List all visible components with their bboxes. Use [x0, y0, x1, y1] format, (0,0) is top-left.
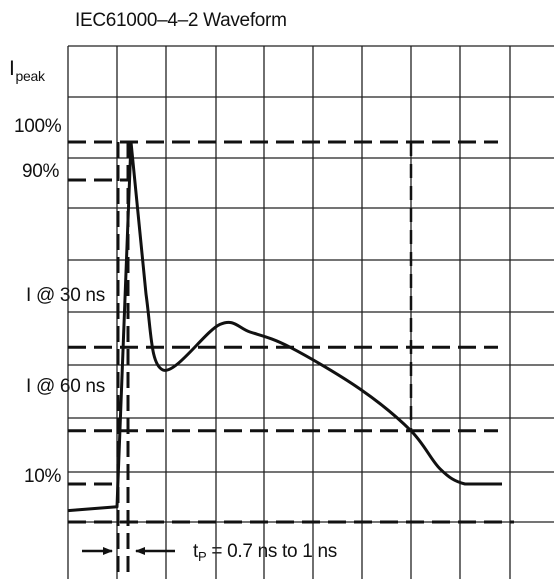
y-tick-label: 10% [24, 466, 62, 487]
y-axis-label: Ipeak [9, 57, 45, 84]
y-tick-label: 90% [22, 161, 60, 182]
y-tick-label: 100% [14, 116, 62, 137]
waveform-line [67, 140, 502, 513]
waveform-series [67, 140, 503, 513]
rise-time-prefix: t [193, 541, 198, 562]
y-axis-label-subscript: peak [15, 68, 45, 84]
y-axis-label-base: I [9, 57, 15, 80]
y-tick-label: I @ 60 ns [26, 376, 105, 397]
rise-time-suffix: = 0.7 ns to 1 ns [206, 541, 337, 562]
rise-time-annotation: tP = 0.7 ns to 1 ns [193, 541, 337, 564]
y-tick-label: I @ 30 ns [26, 285, 105, 306]
grid [67, 45, 554, 579]
chart-title: IEC61000–4–2 Waveform [75, 10, 287, 31]
rise-time-subscript: P [197, 549, 207, 564]
reference-levels [68, 140, 514, 524]
